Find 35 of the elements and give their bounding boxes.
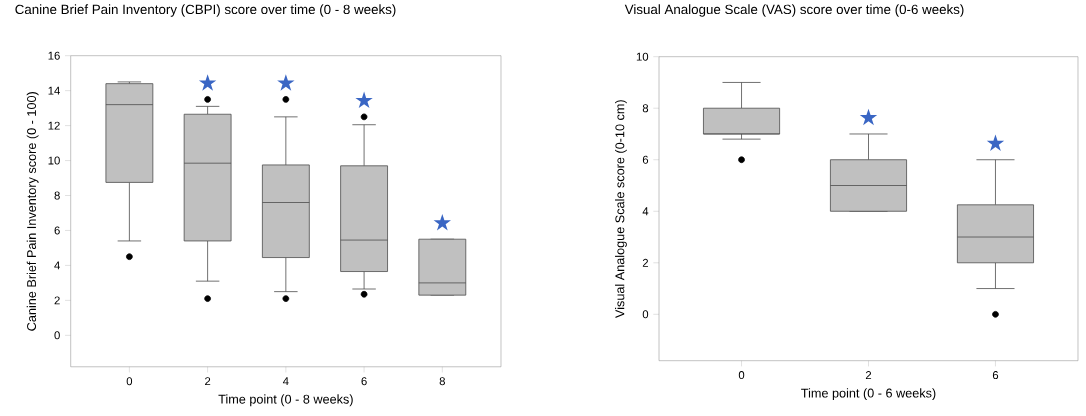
- y-tick-label: 14: [48, 86, 60, 95]
- y-tick-label: 10: [48, 156, 60, 165]
- x-axis-title: Time point (0 - 6 weeks): [801, 388, 936, 401]
- y-axis-title: Visual Analogue Scale score (0-10 cm): [615, 100, 627, 318]
- x-tick-label: 6: [992, 371, 999, 380]
- y-tick-label: 4: [642, 207, 649, 216]
- y-tick-label: 6: [54, 226, 60, 235]
- annotation: ★: [433, 213, 451, 231]
- annotation: ★: [986, 134, 1005, 151]
- y-tick-label: 0: [642, 310, 649, 319]
- y-axis-title: Canine Brief Pain Inventory score (0 - 100): [26, 92, 39, 331]
- x-tick-label: 2: [205, 377, 211, 386]
- y-tick-label: 10: [636, 52, 649, 61]
- annotation: ★: [277, 74, 295, 91]
- chart-title: Visual Analogue Scale (VAS) score over time (0-6 weeks): [624, 4, 964, 17]
- x-tick-label: 4: [282, 377, 289, 385]
- y-tick-label: 8: [642, 104, 649, 113]
- y-tick-label: 2: [54, 296, 60, 305]
- y-tick-label: 16: [48, 51, 60, 60]
- y-tick-label: 2: [642, 258, 649, 267]
- x-axis-title: Time point (0 - 8 weeks): [218, 394, 353, 407]
- annotation: ★: [355, 91, 373, 109]
- x-tick-label: 6: [361, 377, 367, 386]
- x-tick-label: 8: [439, 377, 445, 386]
- x-tick-label: 2: [865, 371, 872, 379]
- y-tick-label: 12: [48, 121, 60, 130]
- chart-title: Canine Brief Pain Inventory (CBPI) score over time (0 - 8 weeks): [15, 4, 396, 17]
- x-tick-label: 0: [738, 371, 745, 380]
- y-tick-label: 4: [54, 261, 60, 270]
- y-tick-label: 8: [54, 191, 60, 200]
- annotation: ★: [859, 108, 878, 126]
- y-tick-label: 6: [642, 155, 649, 164]
- y-tick-label: 0: [54, 331, 60, 340]
- x-tick-label: 0: [126, 377, 133, 386]
- annotation: ★: [198, 74, 217, 91]
